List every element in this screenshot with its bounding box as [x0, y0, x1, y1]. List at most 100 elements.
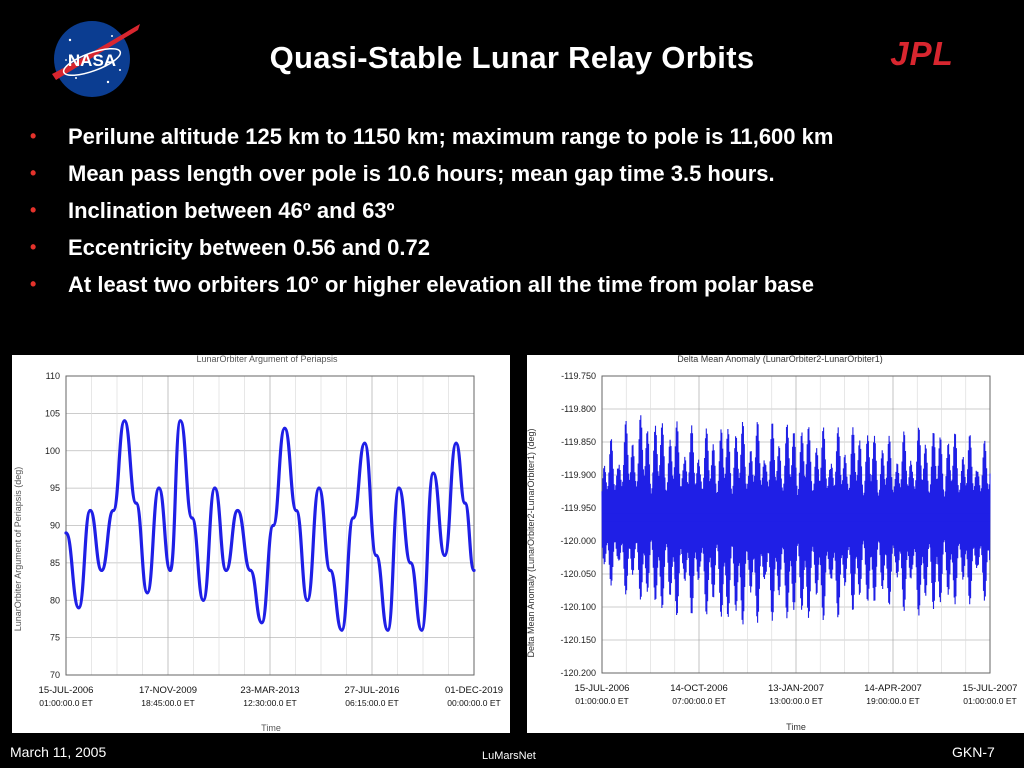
- series-point: [463, 501, 467, 505]
- y-tick-label: -120.050: [560, 569, 596, 579]
- bullet-list: • Perilune altitude 125 km to 1150 km; ma…: [30, 118, 833, 303]
- x-tick-sublabel: 18:45:00.0 ET: [141, 698, 194, 708]
- y-tick-label: -119.900: [561, 470, 596, 480]
- series-point: [77, 606, 81, 610]
- periapsis-chart: LunarOrbiter Argument of Periapsis Time …: [13, 355, 503, 733]
- bullet-marker: •: [30, 126, 37, 146]
- bullet-item: • Eccentricity between 0.56 and 0.72: [30, 229, 833, 266]
- bullet-marker: •: [30, 237, 37, 257]
- series-point: [328, 568, 332, 572]
- series-point: [122, 419, 127, 423]
- bullet-item: • Mean pass length over pole is 10.6 hour…: [30, 155, 833, 192]
- series-point: [363, 441, 367, 445]
- x-tick-sublabel: 13:00:00.0 ET: [769, 696, 822, 706]
- bullet-marker: •: [30, 274, 37, 294]
- x-tick-label: 01-DEC-2019: [445, 685, 503, 696]
- series-point: [283, 426, 287, 430]
- series-point: [397, 486, 401, 490]
- y-tick-label: 70: [50, 670, 60, 680]
- bullet-text: At least two orbiters 10° or higher elev…: [68, 272, 814, 297]
- series-point: [178, 419, 182, 423]
- series-point: [271, 523, 275, 528]
- series-line: [601, 415, 991, 625]
- y-tick-label: 100: [45, 446, 60, 456]
- series-point: [454, 441, 458, 445]
- series-point: [201, 598, 205, 602]
- x-tick-sublabel: 06:15:00.0 ET: [345, 698, 398, 708]
- x-tick-label: 15-JUL-2007: [963, 683, 1018, 694]
- series-point: [145, 591, 149, 595]
- nasa-logo-text: NASA: [68, 51, 116, 70]
- series-point: [443, 553, 447, 557]
- series-point: [111, 508, 115, 513]
- series-point: [64, 531, 68, 535]
- series-point: [408, 561, 413, 565]
- footer-center-text: LuMarsNet: [482, 750, 536, 762]
- y-tick-label: -120.150: [560, 635, 596, 645]
- bullet-marker: •: [30, 163, 37, 183]
- series-point: [305, 598, 310, 602]
- x-tick-label: 13-JAN-2007: [768, 683, 824, 694]
- x-tick-label: 15-JUL-2006: [575, 683, 630, 694]
- series-point: [472, 568, 476, 572]
- x-tick-sublabel: 12:30:00.0 ET: [243, 698, 296, 708]
- x-axis-label: Time: [786, 722, 806, 732]
- y-tick-label: 110: [46, 371, 60, 381]
- series-point: [236, 508, 240, 513]
- y-tick-label: -119.800: [561, 404, 596, 414]
- series-point: [386, 628, 390, 632]
- series-point: [340, 628, 344, 632]
- y-tick-label: -120.200: [560, 668, 596, 678]
- chart-title: Delta Mean Anomaly (LunarOrbiter2-LunarO…: [677, 355, 883, 364]
- y-tick-label: -119.850: [561, 437, 596, 447]
- y-tick-label: 85: [50, 558, 60, 568]
- series-point: [294, 508, 298, 513]
- x-tick-label: 14-OCT-2006: [670, 683, 728, 694]
- x-tick-sublabel: 01:00:00.0 ET: [963, 696, 1016, 706]
- x-tick-sublabel: 07:00:00.0 ET: [672, 696, 725, 706]
- bullet-marker: •: [30, 200, 37, 220]
- y-tick-label: -119.750: [561, 371, 596, 381]
- series-point: [248, 568, 253, 572]
- series-point: [260, 621, 264, 625]
- y-tick-label: -120.100: [560, 602, 596, 612]
- footer-page-number: GKN-7: [952, 744, 995, 760]
- jpl-logo-text: JPL: [890, 38, 954, 68]
- x-tick-sublabel: 00:00:00.0 ET: [447, 698, 500, 708]
- bullet-text: Eccentricity between 0.56 and 0.72: [68, 235, 430, 260]
- series-point: [431, 471, 435, 475]
- x-tick-label: 15-JUL-2006: [39, 685, 94, 696]
- bullet-text: Inclination between 46º and 63º: [68, 198, 395, 223]
- series-point: [224, 568, 228, 572]
- x-tick-sublabel: 19:00:00.0 ET: [866, 696, 919, 706]
- series-point: [213, 486, 217, 490]
- x-tick-label: 23-MAR-2013: [240, 685, 299, 696]
- series-point: [190, 516, 194, 520]
- x-tick-sublabel: 01:00:00.0 ET: [39, 698, 92, 708]
- y-tick-label: -119.950: [561, 503, 596, 513]
- series-point: [88, 508, 92, 513]
- series-point: [351, 516, 355, 520]
- plot-frame: [65, 375, 475, 676]
- series-point: [168, 568, 172, 572]
- x-axis-label: Time: [261, 723, 281, 733]
- y-tick-label: 95: [50, 483, 60, 493]
- y-axis-label: LunarOrbiter Argument of Periapsis (deg): [13, 467, 23, 632]
- x-tick-label: 27-JUL-2016: [345, 685, 400, 696]
- y-tick-label: 75: [50, 633, 60, 643]
- series-point: [100, 568, 104, 572]
- nasa-logo: NASA: [52, 21, 140, 97]
- x-tick-label: 17-NOV-2009: [139, 685, 197, 696]
- y-tick-label: 105: [45, 408, 60, 418]
- chart-title: LunarOrbiter Argument of Periapsis: [196, 355, 338, 364]
- bullet-item: • At least two orbiters 10° or higher ele…: [30, 266, 833, 303]
- delta-anomaly-chart: Delta Mean Anomaly (LunarOrbiter2-LunarO…: [527, 355, 1018, 732]
- slide-title: Quasi-Stable Lunar Relay Orbits: [269, 40, 755, 75]
- series-point: [157, 486, 161, 490]
- y-tick-label: 80: [50, 595, 60, 605]
- bullet-text: Mean pass length over pole is 10.6 hours…: [68, 161, 775, 186]
- nasa-logo-disc: [54, 21, 130, 97]
- series-point: [134, 501, 138, 505]
- y-tick-label: 90: [50, 521, 60, 531]
- footer-date: March 11, 2005: [10, 744, 107, 760]
